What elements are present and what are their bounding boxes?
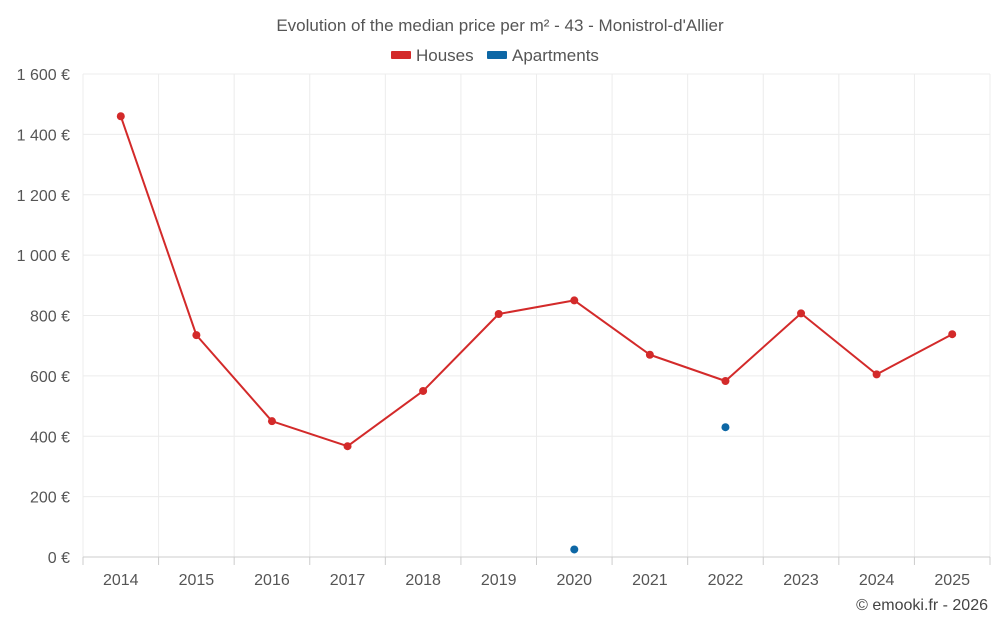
series-points (116, 112, 957, 554)
x-tick-label: 2018 (405, 572, 441, 589)
data-point-houses-2020[interactable] (570, 296, 579, 305)
data-point-houses-2017[interactable] (343, 442, 352, 451)
x-tick-label: 2015 (179, 572, 215, 589)
x-tick-label: 2016 (254, 572, 290, 589)
series-lines (119, 115, 953, 448)
x-tick-label: 2022 (708, 572, 744, 589)
y-tick-label: 200 € (30, 490, 70, 507)
data-point-houses-2024[interactable] (872, 370, 881, 379)
credit-text: © emooki.fr - 2026 (856, 597, 988, 614)
y-tick-label: 1 000 € (17, 248, 70, 265)
legend-label-apartments: Apartments (512, 46, 599, 65)
x-tick-label: 2025 (934, 572, 970, 589)
data-point-houses-2018[interactable] (419, 386, 428, 395)
data-point-houses-2025[interactable] (948, 330, 957, 339)
x-tick-label: 2024 (859, 572, 895, 589)
y-tick-label: 800 € (30, 309, 70, 326)
legend-item-apartments[interactable]: Apartments (487, 46, 599, 65)
y-tick-label: 600 € (30, 369, 70, 386)
series-line-houses (119, 115, 953, 448)
x-tick-label: 2021 (632, 572, 668, 589)
legend-swatch-houses (391, 51, 411, 59)
y-tick-label: 1 200 € (17, 188, 70, 205)
x-tick-label: 2014 (103, 572, 139, 589)
chart-title: Evolution of the median price per m² - 4… (276, 16, 724, 35)
data-point-houses-2016[interactable] (267, 417, 276, 426)
data-point-houses-2021[interactable] (645, 350, 654, 359)
legend-item-houses[interactable]: Houses (391, 46, 474, 65)
data-point-apartments-2020[interactable] (570, 545, 579, 554)
data-point-houses-2023[interactable] (797, 309, 806, 318)
y-tick-label: 1 600 € (17, 67, 70, 84)
y-axis: 0 € 200 € 400 € 600 € 800 € 1 000 € 1 200 € 1 4… (17, 67, 70, 567)
x-tick-label: 2019 (481, 572, 517, 589)
x-axis: 2014 2015 2016 2017 2018 2019 2020 2021 2022 2023… (82, 556, 991, 589)
y-tick-label: 0 € (48, 550, 70, 567)
y-tick-label: 400 € (30, 429, 70, 446)
legend: Houses Apartments (391, 46, 599, 65)
data-point-houses-2022[interactable] (721, 377, 730, 386)
x-tick-label: 2017 (330, 572, 366, 589)
data-point-houses-2014[interactable] (116, 112, 125, 121)
x-tick-label: 2023 (783, 572, 819, 589)
legend-label-houses: Houses (416, 46, 474, 65)
data-point-houses-2015[interactable] (192, 331, 201, 340)
legend-swatch-apartments (487, 51, 507, 59)
data-point-apartments-2022[interactable] (721, 423, 730, 432)
gridlines (82, 73, 991, 557)
y-tick-label: 1 400 € (17, 127, 70, 144)
x-tick-label: 2020 (556, 572, 592, 589)
data-point-houses-2019[interactable] (494, 309, 503, 318)
